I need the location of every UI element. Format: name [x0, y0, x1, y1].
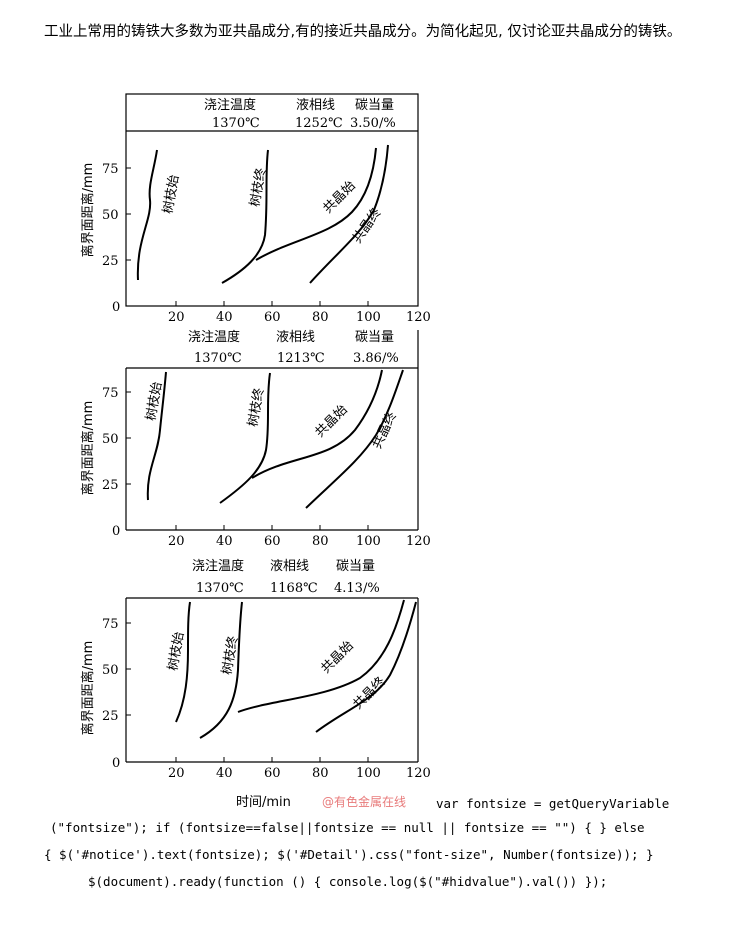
code-line-2: ("fontsize"); if (fontsize==false||fonts…: [50, 820, 645, 835]
panel-3: 浇注温度 液相线 碳当量 1370℃ 1168℃ 4.13/% 75 50 25…: [80, 558, 431, 781]
p1-curve-dendrite-start: [136, 149, 158, 281]
p2-xtick-100: 100: [356, 534, 381, 549]
panel1-col3: 碳当量: [355, 98, 394, 113]
panel-2: 浇注温度 液相线 碳当量 1370℃ 1213℃ 3.86/% 75 50 25…: [80, 329, 431, 549]
p3-xtick-80: 80: [312, 766, 329, 781]
p2-ytick-0: 0: [112, 524, 120, 539]
panel1-v3: 3.50/%: [350, 116, 396, 131]
p3-curve-dendrite-start: [175, 601, 191, 723]
p1-xtick-40: 40: [216, 310, 233, 325]
p2-curve-dendrite-start: [146, 371, 167, 501]
p3-label-b: 树枝终: [219, 635, 242, 676]
panel2-col2: 液相线: [276, 330, 315, 345]
p1-ylabel: 离界面距离/mm: [80, 163, 96, 258]
p2-ylabel: 离界面距离/mm: [80, 401, 96, 496]
p1-ytick-25: 25: [102, 254, 119, 269]
p2-label-d: 共晶终: [369, 409, 400, 451]
p3-ytick-25: 25: [102, 709, 119, 724]
panel2-col1: 浇注温度: [188, 329, 240, 345]
panel3-v1: 1370℃: [196, 581, 244, 596]
p2-curve-eutectic-start: [251, 369, 383, 479]
p3-xtick-60: 60: [264, 766, 281, 781]
panel1-col2: 液相线: [296, 98, 335, 113]
p3-xtick-40: 40: [216, 766, 233, 781]
panel1-v1: 1370℃: [212, 116, 260, 131]
panel3-col2: 液相线: [270, 559, 309, 574]
p2-xtick-120: 120: [406, 534, 431, 549]
panel2-v2: 1213℃: [277, 351, 325, 366]
p3-ytick-50: 50: [102, 663, 119, 678]
panel2-v1: 1370℃: [194, 351, 242, 366]
watermark-text: @有色金属在线: [322, 795, 407, 809]
p2-xtick-20: 20: [168, 534, 185, 549]
p3-ytick-75: 75: [102, 617, 119, 632]
p3-label-a: 树枝始: [166, 631, 188, 672]
p1-xtick-120: 120: [406, 310, 431, 325]
p3-xtick-120: 120: [406, 766, 431, 781]
code-line-4: $(document).ready(function () { console.…: [88, 874, 608, 889]
p3-xtick-20: 20: [168, 766, 185, 781]
p2-curve-dendrite-end: [219, 372, 271, 504]
p1-label-a: 树枝始: [161, 174, 183, 215]
p1-ytick-50: 50: [102, 208, 119, 223]
p1-curve-eutectic-start: [255, 147, 377, 261]
p1-xtick-60: 60: [264, 310, 281, 325]
p1-label-d: 共晶终: [349, 205, 384, 246]
p2-ytick-50: 50: [102, 432, 119, 447]
code-line-3: { $('#notice').text(fontsize); $('#Detai…: [44, 847, 654, 862]
p2-label-a: 树枝始: [144, 381, 166, 422]
p2-label-b: 树枝终: [245, 387, 268, 428]
p1-curve-dendrite-end: [221, 149, 269, 284]
panel3-col3: 碳当量: [336, 559, 375, 574]
panel2-v3: 3.86/%: [353, 351, 399, 366]
intro-paragraph: 工业上常用的铸铁大多数为亚共晶成分,有的接近共晶成分。为简化起见, 仅讨论亚共晶…: [44, 24, 682, 40]
panel3-v3: 4.13/%: [334, 581, 380, 596]
p2-xtick-60: 60: [264, 534, 281, 549]
panel2-col3: 碳当量: [355, 330, 394, 345]
p3-curve-eutectic-start: [237, 599, 405, 713]
panel1-v2: 1252℃: [295, 116, 343, 131]
panel1-col1: 浇注温度: [204, 97, 256, 113]
p2-xtick-80: 80: [312, 534, 329, 549]
p1-ytick-0: 0: [112, 300, 120, 315]
p3-label-c: 共晶始: [318, 638, 356, 676]
p3-curve-eutectic-end: [315, 601, 417, 733]
p3-ytick-0: 0: [112, 756, 120, 771]
p2-ytick-75: 75: [102, 386, 119, 401]
panel3-v2: 1168℃: [270, 581, 318, 596]
panel-1: 浇注温度 液相线 碳当量 1370℃ 1252℃ 3.50/% 75 50 25…: [80, 93, 431, 325]
p3-xtick-100: 100: [356, 766, 381, 781]
p3-curve-dendrite-end: [199, 601, 243, 739]
p1-curve-eutectic-end: [309, 144, 389, 284]
p2-curve-eutectic-end: [305, 369, 404, 509]
p2-xtick-40: 40: [216, 534, 233, 549]
panel3-col1: 浇注温度: [192, 558, 244, 574]
p2-label-c: 共晶始: [312, 402, 350, 440]
p1-xtick-80: 80: [312, 310, 329, 325]
p2-ytick-25: 25: [102, 478, 119, 493]
p3-ylabel: 离界面距离/mm: [80, 641, 96, 736]
p1-label-b: 树枝终: [247, 167, 270, 208]
code-line-1: var fontsize = getQueryVariable: [436, 796, 670, 811]
p1-xtick-20: 20: [168, 310, 185, 325]
x-axis-label: 时间/min: [236, 795, 291, 810]
p1-ytick-75: 75: [102, 162, 119, 177]
p1-xtick-100: 100: [356, 310, 381, 325]
